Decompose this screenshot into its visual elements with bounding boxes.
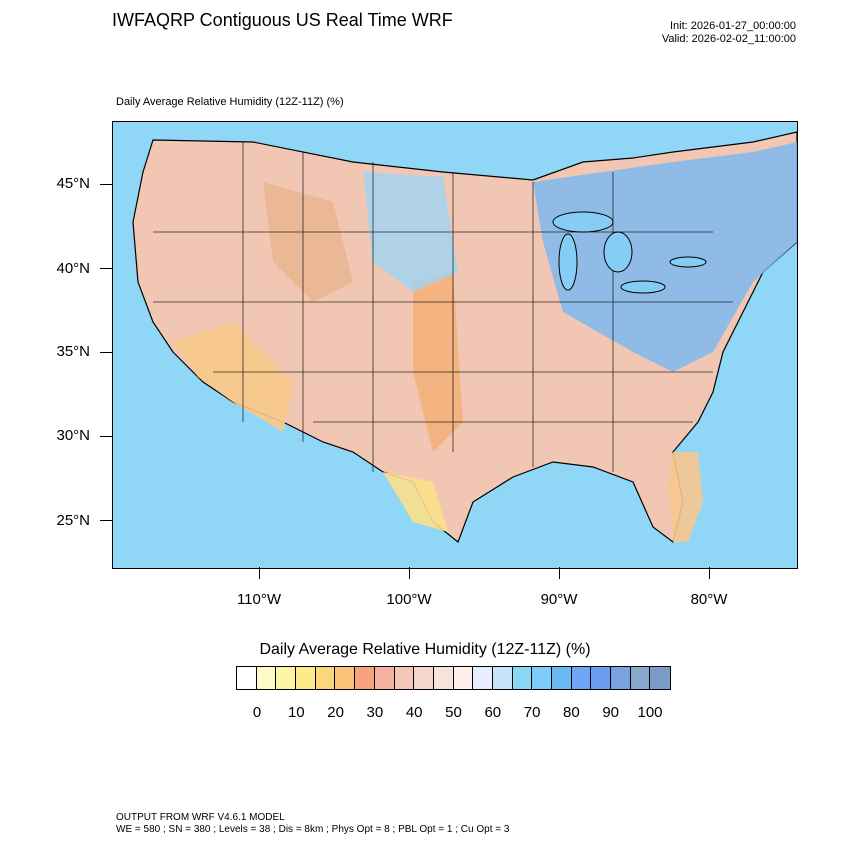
colorbar-label: 20 <box>327 704 344 721</box>
lon-tick <box>409 567 410 579</box>
colorbar-box <box>414 667 434 689</box>
colorbar-box <box>374 667 395 689</box>
colorbar-label: 40 <box>405 704 423 721</box>
lat-tick <box>100 352 112 353</box>
colorbar-title: Daily Average Relative Humidity (12Z-11Z… <box>259 641 591 658</box>
lat-tick <box>100 268 112 269</box>
colorbar-box <box>591 667 612 689</box>
lon-label-110w: 110°W <box>236 591 282 608</box>
lon-label-100w: 100°W <box>386 591 432 608</box>
colorbar-box <box>512 667 533 689</box>
colorbar-box <box>473 667 493 689</box>
colorbar-box <box>276 667 297 689</box>
colorbar-box <box>532 667 552 689</box>
colorbar-box <box>650 667 671 689</box>
colorbar-box <box>492 667 513 689</box>
lon-tick <box>559 567 560 579</box>
colorbar-label: 100 <box>637 704 663 721</box>
model-config: WE = 580 ; SN = 380 ; Levels = 38 ; Dis … <box>116 824 510 835</box>
map-subtitle: Daily Average Relative Humidity (12Z-11Z… <box>116 96 344 108</box>
lat-label-45n: 45°N <box>56 175 90 192</box>
colorbar-box <box>453 667 474 689</box>
colorbar-label: 10 <box>287 704 305 721</box>
colorbar-box <box>256 667 277 689</box>
lat-label-30n: 30°N <box>56 427 90 444</box>
colorbar-box <box>237 667 257 689</box>
lat-label-40n: 40°N <box>56 260 90 277</box>
colorbar-label: 30 <box>366 704 384 721</box>
model-info: OUTPUT FROM WRF V4.6.1 MODEL WE = 580 ; … <box>116 812 509 836</box>
colorbar-label: 60 <box>484 704 502 721</box>
colorbar-box <box>552 667 572 689</box>
map-graphic <box>113 122 797 568</box>
lat-tick <box>100 184 112 185</box>
colorbar-box <box>335 667 356 689</box>
colorbar-box <box>611 667 631 689</box>
chart-title: IWFAQRP Contiguous US Real Time WRF <box>112 10 453 30</box>
colorbar-box <box>394 667 415 689</box>
lon-tick <box>709 567 710 579</box>
colorbar-box <box>433 667 454 689</box>
lon-label-90w: 90°W <box>540 591 578 608</box>
valid-time: Valid: 2026-02-02_11:00:00 <box>661 33 796 45</box>
init-time: Init: 2026-01-27_00:00:00 <box>670 20 796 32</box>
colorbar-box <box>355 667 375 689</box>
lat-tick <box>100 520 112 521</box>
colorbar-box <box>571 667 592 689</box>
lat-label-35n: 35°N <box>56 343 90 360</box>
colorbar-label: 80 <box>563 704 580 721</box>
lon-label-80w: 80°W <box>690 591 728 608</box>
lat-label-25n: 25°N <box>56 512 90 529</box>
model-version: OUTPUT FROM WRF V4.6.1 MODEL <box>116 812 285 823</box>
lat-tick <box>100 436 112 437</box>
colorbar-label: 90 <box>602 704 620 721</box>
colorbar-label: 0 <box>252 704 262 721</box>
colorbar <box>236 666 672 690</box>
colorbar-box <box>296 667 316 689</box>
colorbar-box <box>630 667 651 689</box>
lon-tick <box>259 567 260 579</box>
humidity-map <box>112 121 798 569</box>
colorbar-box <box>315 667 336 689</box>
colorbar-label: 50 <box>445 704 462 721</box>
run-times: Init: 2026-01-27_00:00:00 Valid: 2026-02… <box>662 20 796 46</box>
colorbar-label: 70 <box>523 704 541 721</box>
